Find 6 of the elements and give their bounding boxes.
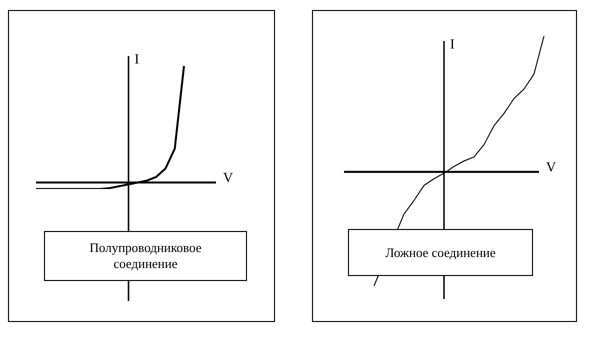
caption-box: Ложное соединение — [348, 229, 533, 276]
y-axis-title: I — [450, 38, 455, 53]
x-axis-title: V — [546, 160, 556, 176]
y-axis-title: I — [134, 52, 140, 68]
caption-box: Полупроводниковое соединение — [44, 231, 247, 281]
x-axis-title: V — [223, 171, 234, 186]
